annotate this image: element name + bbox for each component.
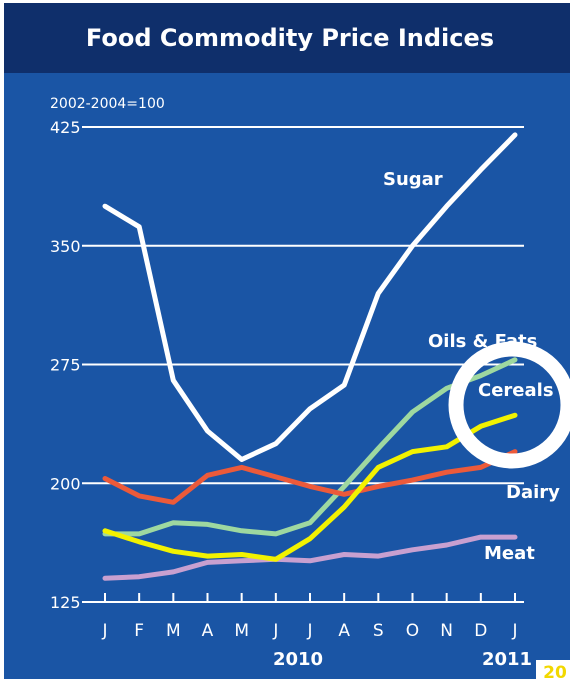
- title-bar: [4, 3, 570, 73]
- unit-note: 2002-2004=100: [50, 96, 165, 112]
- series-line-dairy: [102, 449, 518, 505]
- x-tick-label: A: [202, 621, 214, 641]
- series-label-sugar: Sugar: [383, 169, 443, 190]
- highlight-circle: [448, 341, 576, 469]
- series-line-oils-fats: [102, 357, 518, 537]
- series-line-sugar: [102, 132, 518, 462]
- y-tick-label: 125: [50, 593, 81, 612]
- page-number-box: [536, 660, 576, 683]
- y-tick-label: 275: [50, 356, 81, 375]
- x-tick-label: F: [134, 621, 144, 641]
- series-label-meat: Meat: [484, 543, 535, 564]
- y-tick-label: 425: [50, 118, 81, 137]
- chart-title: Food Commodity Price Indices: [86, 24, 494, 52]
- grid: [82, 126, 524, 603]
- series-line-cereals: [102, 412, 518, 562]
- series-label-dairy: Dairy: [506, 482, 560, 503]
- chart-panel: [4, 3, 570, 679]
- y-axis: 125 200 275 350 425: [50, 118, 81, 612]
- x-tick-label: J: [306, 621, 312, 641]
- series-line-meat: [102, 534, 518, 581]
- x-tick-label: N: [440, 621, 453, 641]
- x-tick-label: M: [234, 621, 249, 641]
- series-lines: [102, 132, 518, 581]
- series-label-cereals: Cereals: [478, 380, 554, 401]
- x-tick-label: J: [101, 621, 107, 641]
- year-label-2011: 2011: [482, 649, 532, 670]
- x-tick-label: S: [373, 621, 384, 641]
- x-tick-label: M: [166, 621, 181, 641]
- y-tick-label: 350: [50, 237, 81, 256]
- x-tick-label: O: [406, 621, 419, 641]
- x-tick-label: J: [272, 621, 278, 641]
- x-tick-label: D: [474, 621, 487, 641]
- page-number: 20: [543, 663, 567, 683]
- y-tick-label: 200: [50, 474, 81, 493]
- x-tick-label: J: [511, 621, 517, 641]
- year-label-2010: 2010: [273, 649, 323, 670]
- x-tick-label: A: [338, 621, 350, 641]
